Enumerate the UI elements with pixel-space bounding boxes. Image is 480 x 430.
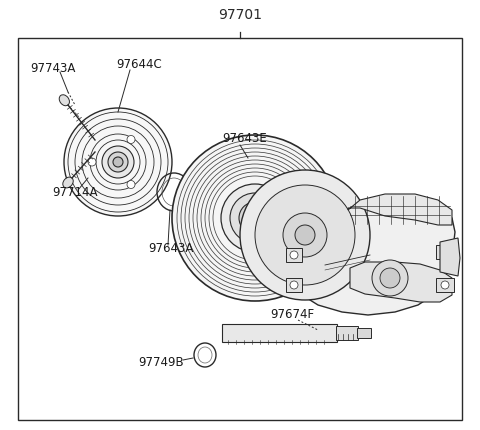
Circle shape	[172, 135, 338, 301]
Circle shape	[283, 213, 327, 257]
Text: 97743A: 97743A	[30, 61, 75, 74]
Bar	[222, 324, 337, 342]
Bar	[436, 278, 454, 292]
Circle shape	[240, 170, 370, 300]
Circle shape	[290, 281, 298, 289]
Bar	[286, 248, 302, 262]
Circle shape	[441, 248, 449, 256]
Circle shape	[255, 185, 355, 285]
Text: 97701: 97701	[218, 8, 262, 22]
Circle shape	[113, 157, 123, 167]
Circle shape	[102, 146, 134, 178]
Circle shape	[127, 181, 135, 188]
Bar	[336, 326, 358, 340]
Bar	[18, 38, 462, 420]
Bar	[286, 278, 302, 292]
Text: 97643A: 97643A	[148, 242, 193, 255]
Ellipse shape	[63, 177, 73, 188]
Circle shape	[127, 135, 135, 144]
Ellipse shape	[64, 108, 172, 216]
Circle shape	[380, 268, 400, 288]
Polygon shape	[350, 262, 452, 302]
Circle shape	[295, 225, 315, 245]
Bar	[436, 245, 454, 259]
Polygon shape	[288, 206, 455, 315]
Polygon shape	[348, 194, 452, 225]
Circle shape	[372, 260, 408, 296]
Circle shape	[239, 202, 271, 234]
Circle shape	[221, 184, 289, 252]
Circle shape	[108, 152, 128, 172]
Circle shape	[441, 281, 449, 289]
Circle shape	[230, 193, 280, 243]
Ellipse shape	[59, 95, 70, 106]
Polygon shape	[440, 238, 460, 276]
Text: 97749B: 97749B	[138, 356, 184, 369]
Text: 97644C: 97644C	[116, 58, 162, 71]
Circle shape	[88, 158, 96, 166]
Bar	[357, 328, 371, 338]
Circle shape	[290, 251, 298, 259]
Text: 97714A: 97714A	[52, 185, 97, 199]
Circle shape	[246, 209, 264, 227]
Text: 97674F: 97674F	[270, 308, 314, 322]
Text: 97643E: 97643E	[222, 132, 267, 144]
